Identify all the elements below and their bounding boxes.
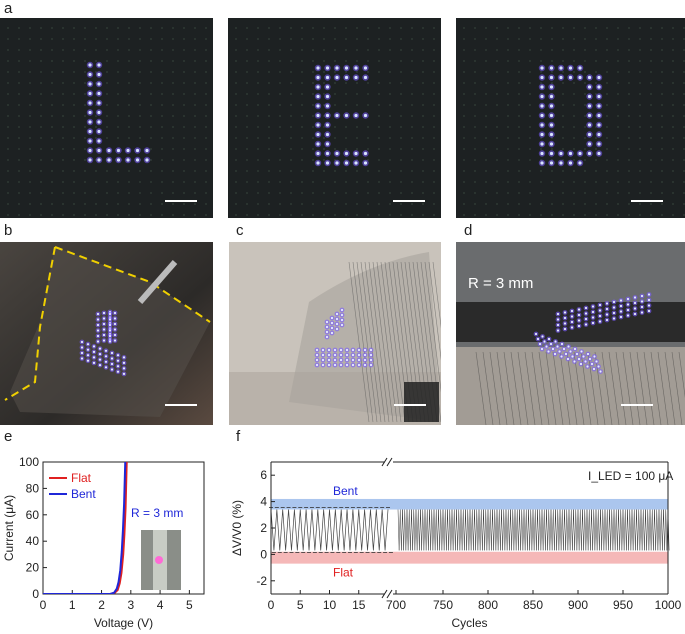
x-tick-label: 700	[386, 598, 406, 612]
x-tick-label: 5	[186, 598, 193, 612]
chart-annotation: R = 3 mm	[131, 506, 183, 520]
series-line-bent	[43, 462, 127, 594]
band-label-bent: Bent	[333, 484, 358, 498]
photo-d-rolled-array: R = 3 mm	[456, 242, 685, 425]
y-tick-label: 2	[260, 521, 267, 535]
cycle-trace-right	[397, 509, 670, 551]
scale-bar	[393, 200, 425, 202]
led-letter-L-icon	[7, 27, 207, 216]
iv-chart: 0 1 2 3 4 5 0 20 40 60 80 100 Voltage (V) Current (μA…	[2, 455, 205, 630]
cycle-trace-left	[270, 509, 389, 551]
led-photo-E	[228, 18, 441, 218]
y-tick-label: 20	[26, 561, 40, 575]
scale-bar	[621, 404, 653, 406]
photo-b-illustration	[0, 242, 213, 425]
led-photo-D	[456, 18, 685, 218]
y-axis-label: ΔV/V0 (%)	[230, 500, 244, 556]
scale-bar	[165, 404, 197, 406]
x-tick-label: 0	[40, 598, 47, 612]
x-axis-label: Cycles	[451, 616, 487, 630]
x-tick-label: 0	[268, 598, 275, 612]
axis-break-mark	[381, 589, 388, 599]
x-tick-label: 750	[433, 598, 453, 612]
y-tick-label: -2	[256, 574, 267, 588]
plot-frame	[42, 461, 205, 595]
panel-label-a: a	[4, 0, 13, 17]
x-tick-label: 2	[98, 598, 105, 612]
x-tick-label: 5	[297, 598, 304, 612]
band-flat	[271, 551, 668, 564]
x-tick-label: 1000	[655, 598, 682, 612]
photo-d-illustration	[456, 242, 685, 425]
chart-annotation: I_LED = 100 μA	[588, 469, 673, 483]
scale-bar	[631, 200, 663, 202]
photo-c-illustration	[229, 242, 441, 425]
x-tick-label: 10	[323, 598, 337, 612]
y-axis-label: Current (μA)	[2, 495, 16, 561]
y-tick-label: 0	[260, 547, 267, 561]
y-tick-label: 100	[19, 455, 39, 469]
y-tick-label: 60	[26, 508, 40, 522]
led-letter-D-icon	[463, 27, 685, 216]
x-tick-label: 800	[478, 598, 498, 612]
inset-led-glow	[155, 556, 163, 564]
x-axis-label: Voltage (V)	[94, 616, 153, 630]
panel-label-c: c	[236, 222, 244, 239]
radius-annotation: R = 3 mm	[468, 275, 534, 292]
x-tick-label: 900	[568, 598, 588, 612]
x-tick-label: 850	[523, 598, 543, 612]
panel-label-f: f	[236, 428, 241, 445]
x-tick-label: 3	[127, 598, 134, 612]
x-tick-label: 4	[157, 598, 164, 612]
scale-bar	[165, 200, 197, 202]
axis-break-mark	[381, 457, 388, 467]
photo-b-flexible-array	[0, 242, 213, 425]
y-tick-label: 6	[260, 468, 267, 482]
scale-bar	[394, 404, 426, 406]
axis-break-mark	[386, 589, 393, 599]
panel-label-b: b	[4, 222, 13, 239]
band-bent	[271, 498, 668, 510]
y-tick-label: 0	[32, 587, 39, 601]
y-tick-label: 80	[26, 481, 40, 495]
led-photo-L	[0, 18, 213, 218]
legend-label: Flat	[71, 471, 92, 485]
led-letter-E-icon	[235, 27, 435, 216]
axis-break-mark	[386, 457, 393, 467]
x-tick-label: 15	[352, 598, 366, 612]
legend-label: Bent	[71, 487, 96, 501]
x-tick-label: 950	[613, 598, 633, 612]
y-tick-label: 40	[26, 534, 40, 548]
y-tick-label: 4	[260, 495, 267, 509]
band-label-flat: Flat	[333, 566, 354, 580]
panel-label-e: e	[4, 428, 13, 445]
panel-label-d: d	[464, 222, 473, 239]
photo-c-bent-array	[229, 242, 441, 425]
x-tick-label: 1	[69, 598, 76, 612]
